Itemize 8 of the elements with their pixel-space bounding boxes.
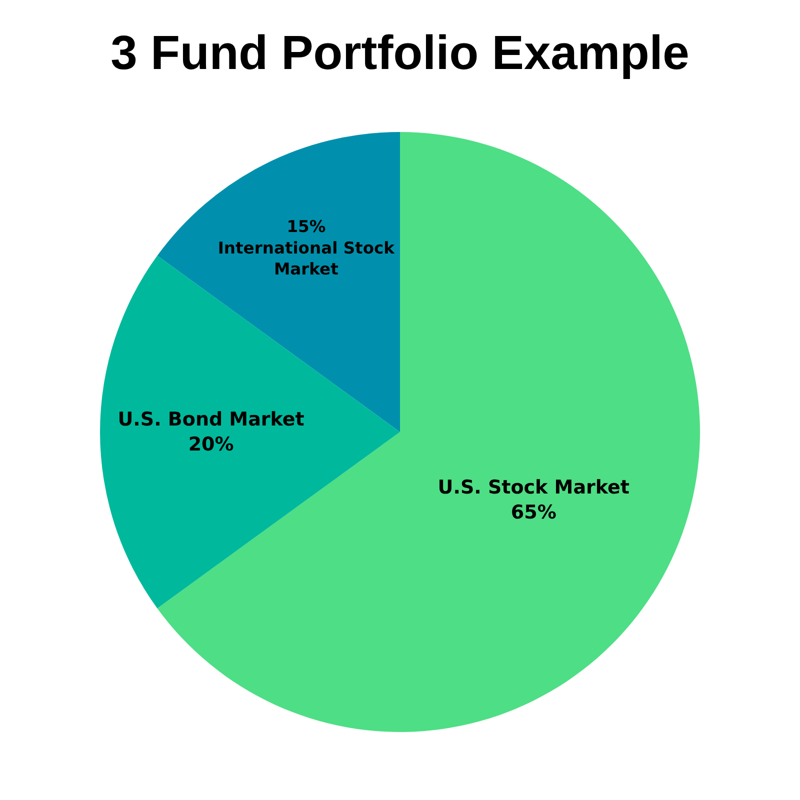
data-label: 20%	[188, 433, 234, 456]
data-label: 15%	[286, 217, 326, 236]
slice-label: U.S. Bond Market	[118, 408, 304, 431]
slice-label: International Stock Market	[218, 238, 396, 278]
pie-slice	[100, 256, 400, 608]
data-label: 65%	[510, 501, 556, 524]
chart-title: 3 Fund Portfolio Example	[110, 26, 690, 80]
slice-label: U.S. Stock Market	[438, 476, 630, 499]
